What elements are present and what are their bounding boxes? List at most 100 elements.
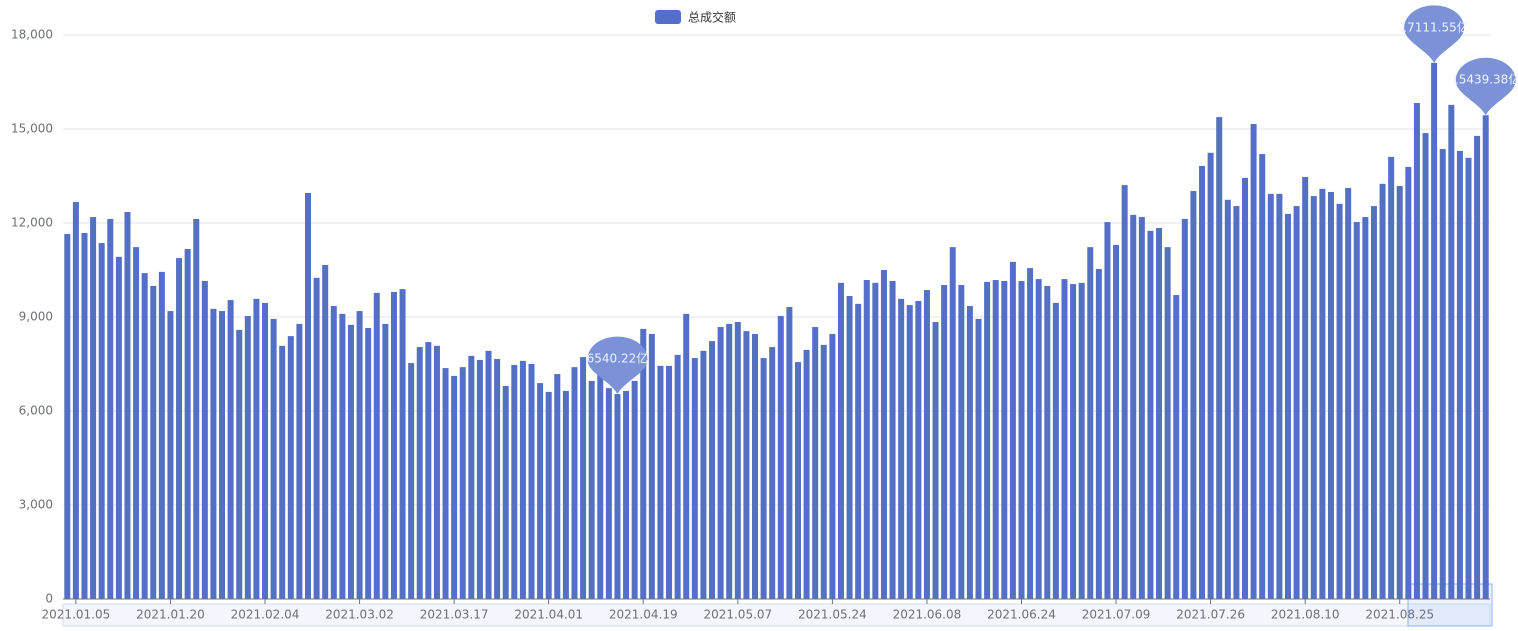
y-tick-label: 3,000 — [19, 498, 53, 512]
bar — [64, 233, 71, 599]
bar — [1061, 279, 1068, 599]
bar — [597, 364, 604, 599]
legend-swatch[interactable] — [655, 10, 681, 24]
x-tick-label: 2021.08.10 — [1271, 608, 1340, 622]
bar — [528, 364, 535, 599]
bar — [476, 359, 483, 599]
bar — [133, 247, 140, 600]
bar — [511, 364, 518, 599]
bar — [1413, 102, 1420, 599]
bar — [262, 302, 269, 599]
bar — [468, 355, 475, 599]
bar — [416, 347, 423, 599]
bar — [1181, 218, 1188, 599]
bar — [1465, 157, 1472, 599]
bar — [657, 365, 664, 599]
bar — [648, 333, 655, 599]
bar — [562, 390, 569, 599]
bar — [373, 292, 380, 599]
bar — [966, 306, 973, 599]
mark-pin-label: 6540.22亿 — [587, 351, 649, 366]
bar — [786, 306, 793, 599]
bar — [812, 327, 819, 599]
bar — [1319, 188, 1326, 599]
bar — [1147, 230, 1154, 600]
bar — [1267, 193, 1274, 600]
bar — [846, 296, 853, 599]
bar — [760, 358, 767, 599]
bar — [837, 282, 844, 599]
bar — [279, 345, 286, 599]
bar — [1310, 196, 1317, 599]
x-tick-label: 2021.06.08 — [893, 608, 962, 622]
bar — [167, 311, 174, 599]
x-tick-label: 2021.07.26 — [1176, 608, 1245, 622]
bar — [339, 313, 346, 599]
bar — [1379, 183, 1386, 600]
bar — [1113, 244, 1120, 599]
bar — [1173, 295, 1180, 599]
bar — [399, 289, 406, 599]
x-tick-label: 2021.03.17 — [420, 608, 489, 622]
bar — [614, 394, 621, 599]
bar — [734, 322, 741, 599]
bar — [571, 367, 578, 599]
bar — [984, 281, 991, 599]
bar — [906, 305, 913, 599]
bar — [588, 380, 595, 599]
bar — [1018, 280, 1025, 599]
bar — [1233, 206, 1240, 599]
bar — [1482, 115, 1489, 599]
x-tick-label: 2021.01.20 — [136, 608, 205, 622]
bar — [451, 375, 458, 599]
bar — [674, 354, 681, 599]
bar — [433, 345, 440, 599]
bar — [210, 308, 217, 599]
bar — [915, 301, 922, 599]
bar — [1156, 228, 1163, 599]
bar — [1095, 269, 1102, 599]
bar — [1190, 191, 1197, 600]
bar — [1121, 185, 1128, 599]
bar — [1284, 213, 1291, 599]
bar — [330, 306, 337, 599]
bar — [726, 323, 733, 599]
bar — [794, 362, 801, 599]
bar — [1431, 62, 1438, 600]
bar — [1302, 176, 1309, 599]
zoom-track[interactable] — [62, 603, 1491, 627]
bar — [1388, 156, 1395, 600]
bar — [502, 385, 509, 599]
bar — [1370, 206, 1377, 599]
bar — [1259, 154, 1266, 600]
bar — [623, 390, 630, 599]
bar — [872, 282, 879, 599]
mark-pin — [587, 336, 648, 395]
bar — [296, 323, 303, 599]
bar — [425, 342, 432, 599]
bar — [1345, 187, 1352, 599]
bar — [537, 383, 544, 599]
x-tick-label: 2021.01.05 — [42, 608, 111, 622]
bar — [949, 247, 956, 600]
x-tick-label: 2021.05.07 — [703, 608, 772, 622]
x-tick-label: 2021.08.25 — [1365, 608, 1434, 622]
bar — [356, 311, 363, 599]
bar — [1009, 261, 1016, 599]
bar — [975, 318, 982, 599]
bar — [1001, 280, 1008, 599]
bar — [201, 280, 208, 599]
bar — [287, 336, 294, 599]
bar — [1422, 133, 1429, 599]
legend-label[interactable]: 总成交额 — [688, 10, 736, 25]
bar — [554, 374, 561, 599]
bar — [270, 318, 277, 599]
bar — [72, 202, 79, 600]
bar — [820, 344, 827, 599]
x-tick-label: 2021.02.04 — [231, 608, 300, 622]
mark-pin — [1455, 57, 1516, 116]
bar — [365, 327, 372, 599]
x-tick-label: 2021.06.24 — [987, 608, 1056, 622]
bar — [304, 192, 311, 600]
